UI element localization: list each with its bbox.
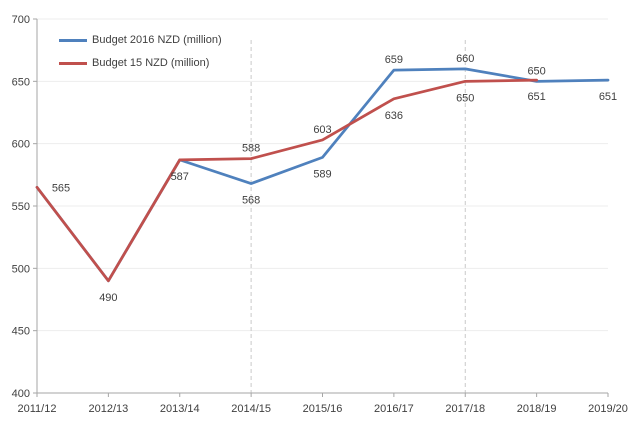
legend-swatch-budget-2016 <box>59 38 87 42</box>
data-label-series-1: 565 <box>52 182 70 194</box>
data-label-series-1: 651 <box>527 91 545 103</box>
x-tick-label: 2018/19 <box>517 403 557 415</box>
data-label-series-1: 587 <box>171 171 189 183</box>
y-tick-label: 500 <box>12 263 30 275</box>
y-tick-label: 700 <box>12 14 30 26</box>
data-label-series-1: 588 <box>242 143 260 155</box>
data-label-series-1: 490 <box>99 292 117 304</box>
y-tick-label: 600 <box>12 139 30 151</box>
data-label-series-1: 650 <box>456 92 474 104</box>
y-tick-label: 400 <box>12 388 30 400</box>
legend-swatch-budget-15 <box>59 61 87 65</box>
y-tick-label: 550 <box>12 201 30 213</box>
legend-item-budget-2016: Budget 2016 NZD (million) <box>59 33 222 47</box>
data-label-series-0: 659 <box>385 54 403 66</box>
x-tick-label: 2017/18 <box>445 403 485 415</box>
y-tick-label: 650 <box>12 76 30 88</box>
data-label-series-0: 651 <box>599 91 617 103</box>
data-label-series-0: 568 <box>242 195 260 207</box>
data-label-series-0: 660 <box>456 53 474 65</box>
data-label-series-0: 589 <box>313 168 331 180</box>
data-label-series-1: 603 <box>313 124 331 136</box>
x-tick-label: 2015/16 <box>303 403 343 415</box>
x-tick-label: 2019/20 <box>588 403 628 415</box>
y-tick-label: 450 <box>12 326 30 338</box>
legend-label-budget-15: Budget 15 NZD (million) <box>92 57 210 69</box>
x-tick-label: 2011/12 <box>18 403 57 415</box>
data-label-series-0: 650 <box>527 65 545 77</box>
legend-label-budget-2016: Budget 2016 NZD (million) <box>92 34 222 46</box>
x-tick-label: 2016/17 <box>374 403 414 415</box>
legend-item-budget-15: Budget 15 NZD (million) <box>59 56 222 70</box>
series-line-1 <box>35 78 538 283</box>
x-tick-label: 2014/15 <box>231 403 271 415</box>
data-label-series-1: 636 <box>385 110 403 122</box>
x-tick-label: 2012/13 <box>88 403 128 415</box>
chart-legend: Budget 2016 NZD (million) Budget 15 NZD … <box>59 33 222 70</box>
x-tick-label: 2013/14 <box>160 403 200 415</box>
